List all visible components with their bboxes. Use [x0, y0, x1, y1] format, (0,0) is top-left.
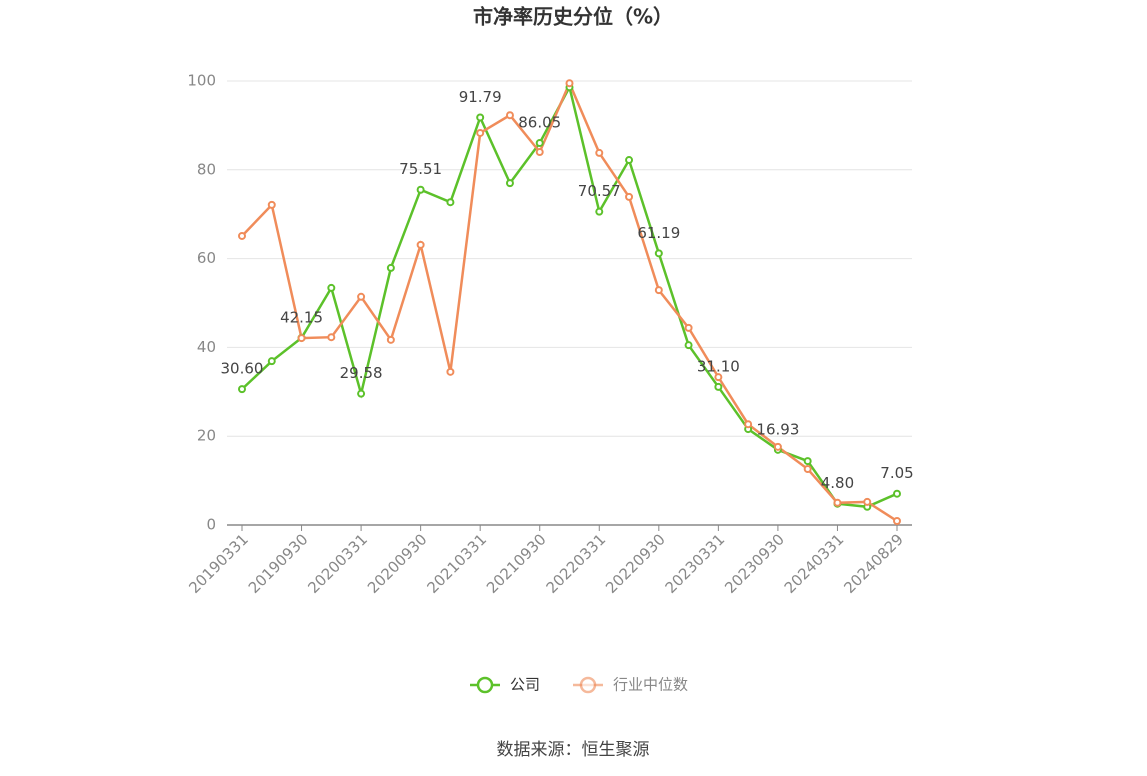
point [535, 138, 544, 147]
point [773, 442, 782, 451]
value-label: 7.05 [880, 464, 913, 482]
value-label: 61.19 [637, 224, 680, 242]
x-tick-label: 20210930 [483, 530, 550, 597]
value-label: 29.58 [340, 364, 383, 382]
point [446, 367, 455, 376]
point [505, 111, 514, 120]
value-label: 16.93 [756, 420, 799, 438]
point [267, 357, 276, 366]
x-tick-label: 20230331 [662, 530, 729, 597]
value-label: 4.80 [821, 474, 854, 492]
x-tick-label: 20230930 [721, 530, 788, 597]
legend-marker [476, 676, 494, 694]
x-tick-label: 20220331 [543, 530, 610, 597]
point [535, 148, 544, 157]
x-tick-label: 20240829 [840, 530, 907, 597]
point [833, 498, 842, 507]
point [267, 200, 276, 209]
value-label: 91.79 [459, 88, 502, 106]
x-tick-label: 20240331 [781, 530, 848, 597]
value-label: 70.57 [578, 182, 621, 200]
source-note: 数据来源：恒生聚源 [497, 740, 650, 760]
x-tick-label: 20190930 [245, 530, 312, 597]
x-tick-label: 20200331 [304, 530, 371, 597]
y-tick-label: 40 [197, 338, 216, 356]
legend-label: 公司 [510, 676, 540, 694]
point [684, 341, 693, 350]
point [386, 263, 395, 272]
point [625, 156, 634, 165]
point [893, 489, 901, 498]
point [327, 283, 336, 292]
value-label: 30.60 [221, 360, 264, 378]
point [416, 240, 425, 249]
y-tick-label: 80 [197, 160, 216, 178]
point [714, 373, 723, 382]
legend-label: 行业中位数 [613, 676, 688, 694]
point [595, 207, 604, 216]
point [893, 517, 901, 526]
point [297, 334, 306, 343]
point [357, 292, 366, 301]
point [476, 113, 485, 122]
value-label: 42.15 [280, 308, 323, 326]
point [386, 335, 395, 344]
x-tick-label: 20220930 [602, 530, 669, 597]
legend-marker [579, 676, 597, 694]
point [744, 420, 753, 429]
point [446, 198, 455, 207]
x-tick-label: 20210331 [423, 530, 490, 597]
point [505, 179, 514, 188]
point [238, 385, 246, 394]
point [327, 333, 336, 342]
point [625, 192, 634, 201]
point [565, 79, 574, 88]
point [684, 323, 693, 332]
point [416, 185, 425, 194]
point [238, 231, 246, 240]
y-tick-label: 60 [197, 249, 216, 267]
chart-title: 市净率历史分位（%） [473, 5, 673, 29]
x-tick-label: 20190331 [185, 530, 252, 597]
point [714, 382, 723, 391]
point [803, 465, 812, 474]
y-tick-label: 20 [197, 427, 216, 445]
point [803, 457, 812, 466]
series-line [241, 83, 898, 509]
y-tick-label: 100 [187, 72, 216, 90]
value-label: 75.51 [399, 160, 442, 178]
y-tick-label: 0 [206, 516, 216, 534]
point [654, 249, 663, 258]
point [595, 148, 604, 157]
point [357, 389, 366, 398]
x-tick-label: 20200930 [364, 530, 431, 597]
point [863, 497, 872, 506]
series-line [241, 80, 898, 523]
point [476, 128, 485, 137]
point [654, 286, 663, 295]
value-label: 86.05 [518, 113, 561, 131]
value-label: 31.10 [697, 357, 740, 375]
